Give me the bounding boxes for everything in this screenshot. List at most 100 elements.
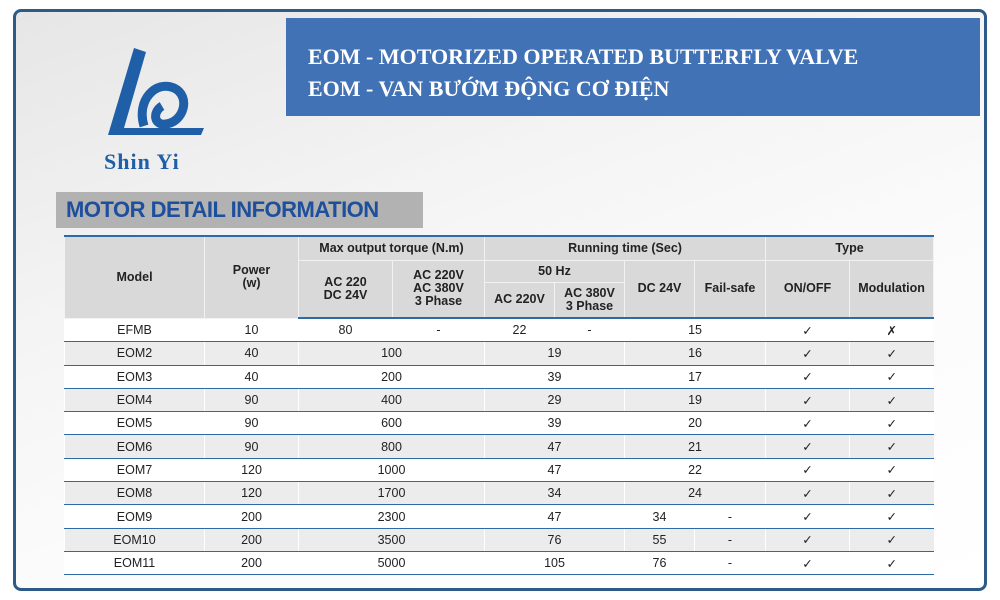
section-title: MOTOR DETAIL INFORMATION xyxy=(56,192,423,228)
table-cell: ✗ xyxy=(849,318,934,343)
table-cell: 34 xyxy=(624,504,695,529)
header-cell: Type xyxy=(765,235,935,261)
title-line: EOM - MOTORIZED OPERATED BUTTERFLY VALVE xyxy=(308,44,859,69)
table-cell: EOM8 xyxy=(64,481,205,506)
table-cell: 400 xyxy=(298,388,485,413)
table-cell: 80 xyxy=(298,318,393,343)
table-cell: - xyxy=(693,551,766,576)
table-cell: ✓ xyxy=(765,365,850,389)
table-cell: EOM10 xyxy=(64,528,205,552)
table-cell: ✓ xyxy=(849,458,934,483)
motor-table: Model Power (w) Max output torque (N.m) … xyxy=(64,235,935,576)
table-cell: ✓ xyxy=(849,528,934,552)
table-cell: EOM3 xyxy=(64,365,205,389)
table-cell: 20 xyxy=(623,411,766,436)
table-cell: - xyxy=(693,528,766,552)
logo-loop xyxy=(137,81,189,129)
table-cell: ✓ xyxy=(765,551,850,576)
title-line: EOM - VAN BƯỚM ĐỘNG CƠ ĐIỆN xyxy=(308,76,670,101)
table-row: EOM6 90 800 47 21 ✓ ✓ xyxy=(64,434,934,459)
table-cell: 76 xyxy=(484,528,625,552)
table-cell: 22 xyxy=(484,318,555,343)
table-cell: 5000 xyxy=(298,551,485,576)
table-row: EOM2 40 100 19 16 ✓ ✓ xyxy=(64,341,934,366)
header-row: AC 220 DC 24V AC 220V AC 380V 3 Phase 50… xyxy=(65,259,935,319)
header-row: Model Power (w) Max output torque (N.m) … xyxy=(64,235,935,319)
table-cell: ✓ xyxy=(849,481,934,506)
table-cell: 47 xyxy=(484,458,625,483)
header-cell: Model xyxy=(64,235,205,319)
header-cell: Modulation xyxy=(849,259,935,319)
table-cell: 90 xyxy=(204,434,299,459)
table-cell: EOM9 xyxy=(64,504,205,529)
table-cell: EOM4 xyxy=(64,388,205,413)
table-cell: 47 xyxy=(484,504,625,529)
table-cell: EOM6 xyxy=(64,434,205,459)
table-row: EOM7 120 1000 47 22 ✓ ✓ xyxy=(64,458,934,483)
table-cell: 105 xyxy=(484,551,625,576)
table-cell: 19 xyxy=(623,388,766,413)
table-cell: 100 xyxy=(298,341,485,366)
table-cell: ✓ xyxy=(765,388,850,413)
table-row: EOM5 90 600 39 20 ✓ ✓ xyxy=(64,411,934,436)
table-cell: ✓ xyxy=(765,504,850,529)
header-cell: ON/OFF xyxy=(765,259,851,319)
table-cell: ✓ xyxy=(849,411,934,436)
table-cell: EOM7 xyxy=(64,458,205,483)
table-cell: 90 xyxy=(204,388,299,413)
table-cell: 55 xyxy=(624,528,695,552)
table-cell: ✓ xyxy=(765,458,850,483)
table-cell: 200 xyxy=(204,504,299,529)
table-cell: 10 xyxy=(204,318,299,343)
table-cell: 24 xyxy=(623,481,766,506)
header-banner: EOM - MOTORIZED OPERATED BUTTERFLY VALVE… xyxy=(286,18,980,116)
table-cell: - xyxy=(554,318,625,343)
table-cell: ✓ xyxy=(849,504,934,529)
table-cell: ✓ xyxy=(849,388,934,413)
table-row: EOM8 120 1700 34 24 ✓ ✓ xyxy=(64,481,934,506)
table-cell: - xyxy=(392,318,485,343)
table-cell: 800 xyxy=(298,434,485,459)
table-cell: 90 xyxy=(204,411,299,436)
table-cell: ✓ xyxy=(849,551,934,576)
table-cell: 19 xyxy=(484,341,625,366)
table-cell: 21 xyxy=(623,434,766,459)
table-cell: 1000 xyxy=(298,458,485,483)
table-cell: 39 xyxy=(484,365,625,389)
table-cell: 200 xyxy=(204,528,299,552)
table-cell: 120 xyxy=(204,481,299,506)
table-header: Model Power (w) Max output torque (N.m) … xyxy=(64,235,935,319)
table-row: EOM4 90 400 29 19 ✓ ✓ xyxy=(64,388,934,413)
table-cell: 22 xyxy=(623,458,766,483)
table-cell: ✓ xyxy=(765,434,850,459)
table-cell: - xyxy=(693,504,766,529)
table-cell: ✓ xyxy=(765,411,850,436)
table-cell: EOM2 xyxy=(64,341,205,366)
table-cell: 600 xyxy=(298,411,485,436)
table-row: EOM11 200 5000 105 76- ✓ ✓ xyxy=(64,551,934,576)
table-cell: EFMB xyxy=(64,318,205,343)
header-row: AC 220V AC 380V 3 Phase xyxy=(65,281,934,319)
header-cell: AC 380V 3 Phase xyxy=(554,281,625,319)
table-cell: 76 xyxy=(624,551,695,576)
table-cell: 2300 xyxy=(298,504,485,529)
table-cell: ✓ xyxy=(849,365,934,389)
frame: Shin Yi EOM - MOTORIZED OPERATED BUTTERF… xyxy=(13,9,987,591)
table-cell: 29 xyxy=(484,388,625,413)
table-cell: ✓ xyxy=(765,481,850,506)
header-cell: Running time (Sec) xyxy=(483,235,767,261)
table-cell: ✓ xyxy=(849,341,934,366)
table-cell: ✓ xyxy=(765,528,850,552)
logo-text: Shin Yi xyxy=(104,149,180,174)
table-row: EOM10 200 3500 76 55- ✓ ✓ xyxy=(64,528,934,552)
table-cell: EOM5 xyxy=(64,411,205,436)
table-cell: 120 xyxy=(204,458,299,483)
table-row: EOM9 200 2300 47 34- ✓ ✓ xyxy=(64,504,934,529)
table-cell: ✓ xyxy=(765,341,850,366)
logo-l xyxy=(108,48,204,135)
header-cell: Max output torque (N.m) xyxy=(298,235,485,261)
header-cell: 50 Hz xyxy=(484,259,625,283)
logo-mark xyxy=(108,48,204,135)
header-cell: AC 220 DC 24V xyxy=(298,259,393,319)
